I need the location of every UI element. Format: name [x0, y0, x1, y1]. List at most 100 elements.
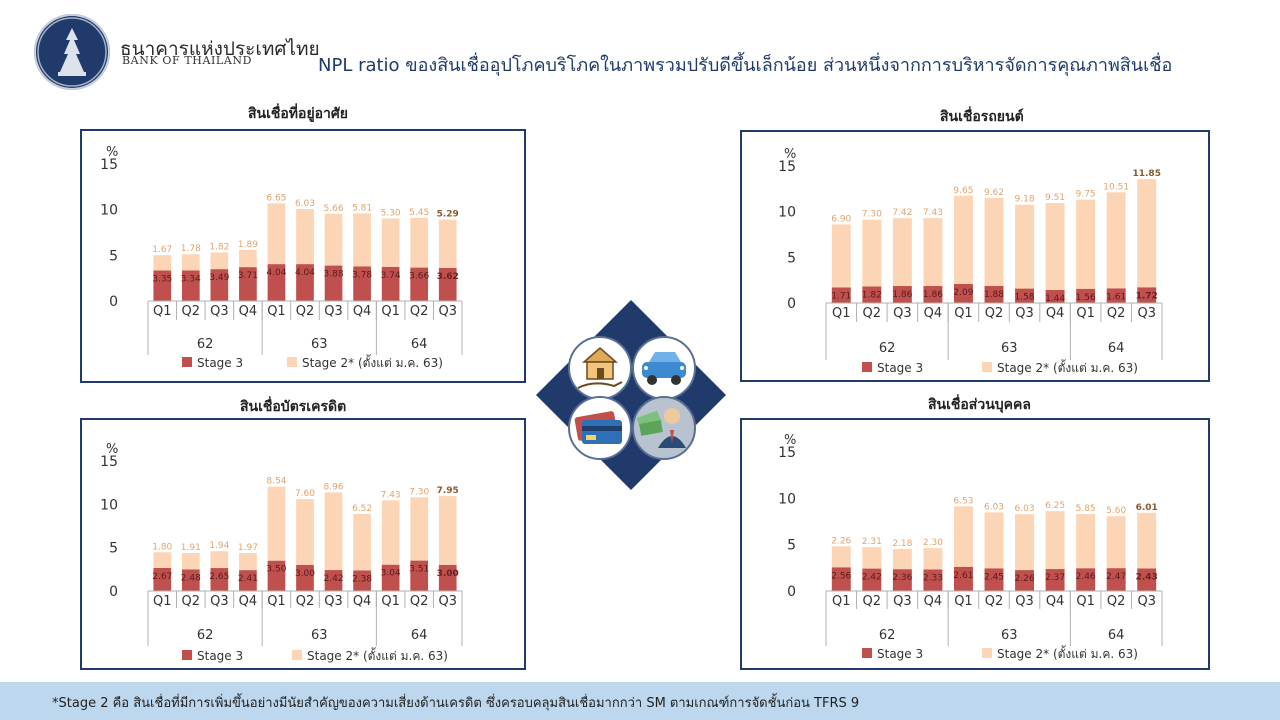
- quarter-label: Q4: [924, 306, 943, 321]
- stage2-bar: [153, 552, 172, 568]
- stage2-value-label: 6.65: [266, 193, 286, 203]
- stage3-value-label: 1.71: [831, 291, 851, 301]
- stage3-value-label: 3.49: [209, 273, 229, 283]
- quarter-label: Q4: [1046, 594, 1065, 609]
- stage2-bar: [267, 203, 286, 265]
- stage3-value-label: 2.41: [238, 574, 258, 584]
- stage2-bar: [438, 496, 457, 565]
- stage3-value-label: 4.04: [266, 268, 286, 278]
- stage3-value-label: 2.61: [953, 571, 973, 581]
- stage3-bar: [1106, 288, 1126, 303]
- stage3-bar: [410, 560, 429, 591]
- stage3-value-label: 3.35: [152, 274, 172, 284]
- stage2-value-label: 5.66: [324, 204, 344, 214]
- quarter-label: Q2: [1107, 594, 1126, 609]
- stage3-bar: [953, 283, 973, 303]
- year-label: 63: [311, 337, 328, 352]
- stage2-value-label: 1.97: [238, 543, 258, 553]
- quarter-label: Q4: [239, 594, 258, 609]
- y-tick-label: 15: [778, 445, 796, 461]
- stage2-bar: [892, 218, 912, 287]
- stage3-bar: [239, 570, 257, 591]
- stage2-value-label: 6.03: [984, 502, 1004, 512]
- year-label: 62: [197, 628, 214, 643]
- stage3-bar: [1137, 568, 1157, 591]
- y-tick-label: 0: [109, 584, 118, 600]
- stage3-value-label: 1.86: [923, 290, 943, 300]
- legend-swatch-stage3: [182, 650, 192, 660]
- stage3-bar: [438, 267, 457, 301]
- quarter-label: Q1: [267, 304, 286, 319]
- stage2-bar: [410, 217, 429, 268]
- y-tick-label: 5: [787, 538, 796, 554]
- quarter-label: Q2: [863, 594, 882, 609]
- stage3-value-label: 2.33: [923, 573, 943, 583]
- stage3-bar: [1137, 287, 1157, 303]
- stage2-bar: [438, 219, 457, 268]
- legend-swatch-stage2: [287, 357, 297, 367]
- stage2-bar: [353, 213, 371, 267]
- stage3-value-label: 2.56: [831, 571, 851, 581]
- stage2-value-label: 7.95: [437, 486, 459, 496]
- stage2-bar: [984, 197, 1004, 286]
- year-label: 62: [197, 337, 214, 352]
- stage3-bar: [1076, 568, 1096, 591]
- stage2-bar: [353, 513, 371, 571]
- legend-label-stage2: Stage 2* (ตั้งแต่ ม.ค. 63): [997, 645, 1138, 661]
- y-tick-label: 15: [100, 157, 118, 173]
- stage3-bar: [892, 286, 912, 303]
- stage2-bar: [1045, 202, 1065, 290]
- stage3-value-label: 3.74: [381, 271, 401, 281]
- stage3-bar: [831, 287, 851, 303]
- stage3-bar: [239, 267, 257, 301]
- legend-swatch-stage2: [292, 650, 302, 660]
- stage2-value-label: 6.01: [1136, 503, 1158, 513]
- stage2-bar: [862, 547, 882, 569]
- stage2-bar: [984, 512, 1004, 569]
- y-tick-label: 5: [787, 250, 796, 266]
- year-label: 63: [1001, 628, 1018, 643]
- stage3-value-label: 2.46: [1076, 572, 1096, 582]
- stage3-value-label: 1.88: [984, 290, 1004, 300]
- quarter-label: Q1: [153, 304, 172, 319]
- stage3-bar: [984, 568, 1004, 591]
- stage3-bar: [1045, 569, 1065, 591]
- stage2-bar: [239, 553, 257, 571]
- stage3-bar: [267, 560, 286, 591]
- quarter-label: Q4: [353, 304, 372, 319]
- stage2-bar: [324, 492, 343, 571]
- year-label: 63: [311, 628, 328, 643]
- quarter-label: Q3: [438, 304, 457, 319]
- stage2-bar: [953, 506, 973, 567]
- stage2-value-label: 5.29: [437, 210, 459, 220]
- stage3-value-label: 3.00: [295, 569, 315, 579]
- stage2-bar: [953, 195, 973, 284]
- stage2-bar: [181, 552, 200, 570]
- quarter-label: Q1: [954, 594, 973, 609]
- stage3-value-label: 3.50: [266, 565, 286, 575]
- stage3-bar: [267, 264, 286, 301]
- stage2-value-label: 9.65: [953, 186, 973, 196]
- stage2-bar: [296, 209, 314, 265]
- house-in-hand-icon: [568, 336, 632, 400]
- quarter-label: Q2: [296, 304, 315, 319]
- stage2-value-label: 7.60: [295, 489, 315, 499]
- stage3-value-label: 2.38: [352, 574, 372, 584]
- stage3-bar: [923, 286, 943, 303]
- stage2-value-label: 5.30: [381, 208, 401, 218]
- stage3-bar: [1045, 289, 1065, 303]
- quarter-label: Q3: [1137, 306, 1156, 321]
- quarter-label: Q3: [1015, 306, 1034, 321]
- y-tick-label: 5: [109, 541, 118, 557]
- quarter-label: Q1: [267, 594, 286, 609]
- stage3-value-label: 1.82: [862, 290, 882, 300]
- stage3-bar: [381, 266, 400, 301]
- legend-label-stage3: Stage 3: [877, 361, 923, 375]
- year-label: 64: [1108, 341, 1125, 356]
- stage3-bar: [831, 567, 851, 591]
- stage2-value-label: 1.67: [152, 245, 172, 255]
- quarter-label: Q4: [1046, 306, 1065, 321]
- bank-of-thailand-logo: [34, 14, 110, 90]
- stage3-bar: [324, 570, 343, 591]
- stage2-bar: [267, 486, 286, 561]
